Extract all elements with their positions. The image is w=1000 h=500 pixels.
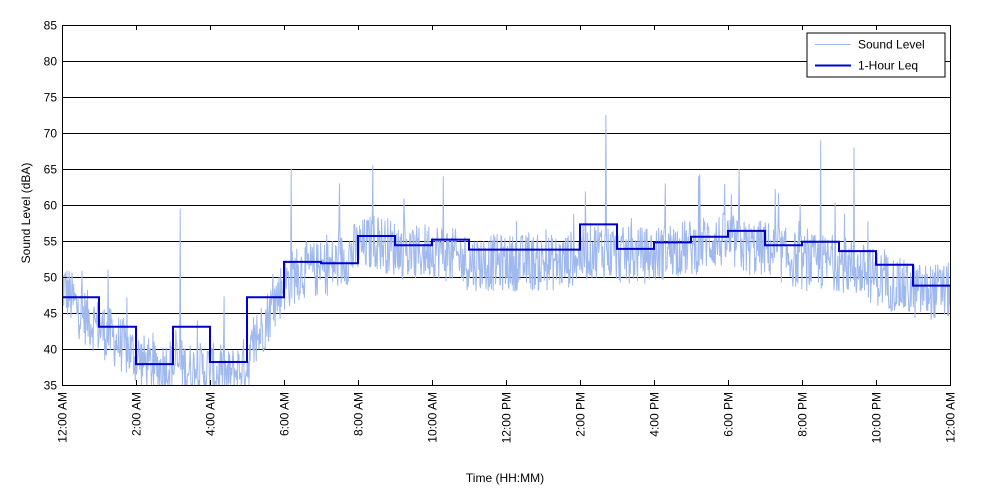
x-tick-label: 10:00 PM — [870, 392, 884, 443]
y-axis: 35 40 45 50 55 60 65 70 75 80 85 — [44, 19, 67, 393]
x-tick-label: 2:00 PM — [574, 392, 588, 437]
x-tick-label: 8:00 PM — [796, 392, 810, 437]
y-tick-label: 75 — [44, 91, 58, 105]
y-tick-label: 35 — [44, 379, 58, 393]
x-tick-label: 8:00 AM — [352, 392, 366, 436]
x-tick-label: 4:00 AM — [204, 392, 218, 436]
y-tick-label: 50 — [44, 271, 58, 285]
y-tick-label: 70 — [44, 127, 58, 141]
x-tick-label: 4:00 PM — [648, 392, 662, 437]
x-tick-label: 12:00 AM — [944, 392, 958, 443]
x-tick-label: 12:00 AM — [56, 392, 70, 443]
y-tick-label: 60 — [44, 199, 58, 213]
y-tick-label: 40 — [44, 343, 58, 357]
leq-step-line — [62, 223, 950, 366]
legend: Sound Level 1-Hour Leq — [806, 32, 946, 78]
x-tick-label: 12:00 PM — [500, 392, 514, 443]
y-tick-label: 65 — [44, 163, 58, 177]
legend-label-leq: 1-Hour Leq — [858, 59, 918, 73]
x-tick-label: 10:00 AM — [426, 392, 440, 443]
x-axis: 12:00 AM 2:00 AM 4:00 AM 6:00 AM 8:00 AM 10:0… — [56, 25, 958, 443]
x-tick-label: 6:00 PM — [722, 392, 736, 437]
sound-level-line — [61, 114, 951, 387]
legend-label-sound-level: Sound Level — [858, 38, 925, 52]
y-tick-label: 45 — [44, 307, 58, 321]
sound-level-series — [61, 114, 951, 387]
leq-series — [62, 223, 950, 366]
y-tick-label: 80 — [44, 55, 58, 69]
y-axis-title: Sound Level (dBA) — [19, 163, 33, 264]
y-tick-label: 55 — [44, 235, 58, 249]
x-tick-label: 6:00 AM — [278, 392, 292, 436]
y-tick-label: 85 — [44, 19, 58, 33]
legend-box — [806, 32, 946, 78]
x-axis-title: Time (HH:MM) — [466, 471, 544, 485]
x-tick-label: 2:00 AM — [130, 392, 144, 436]
